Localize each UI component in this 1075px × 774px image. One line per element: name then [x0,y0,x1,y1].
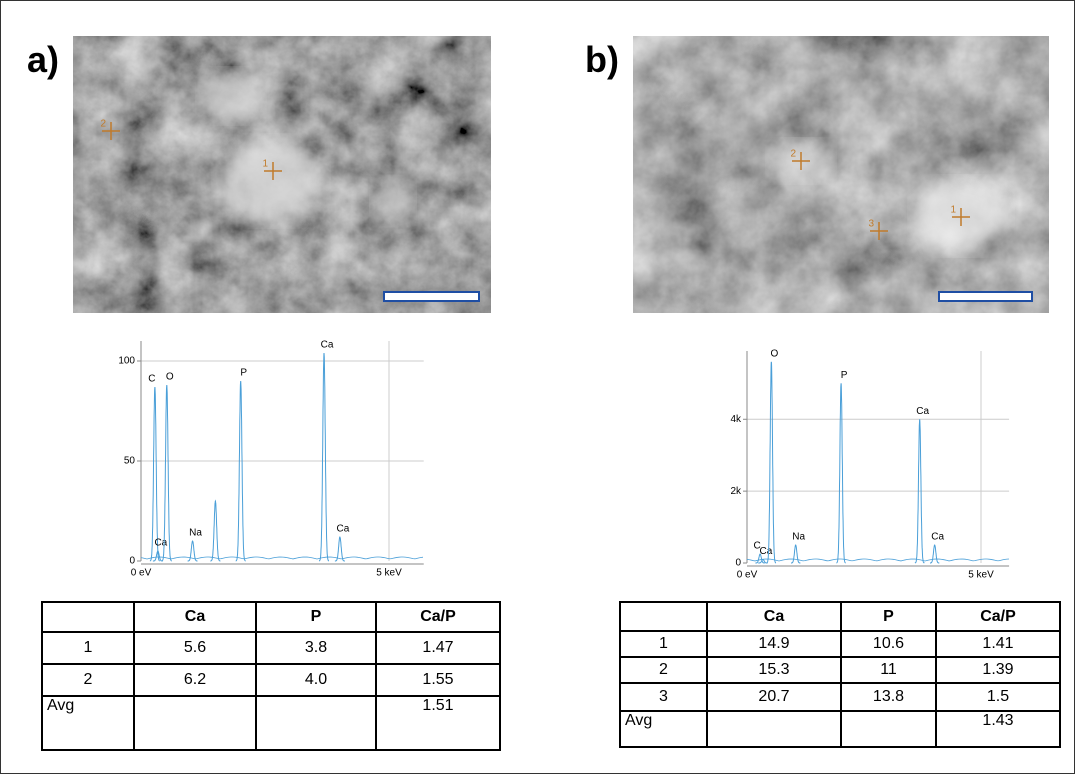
peak-label: Ca [336,524,349,535]
spectrum-peak [766,361,777,564]
x-tick-label: 0 eV [737,570,758,581]
spectrum-peak [152,550,163,562]
peak-label: O [166,372,174,383]
peak-label: P [841,370,848,381]
table-cell: 11 [840,656,937,684]
table-cell [133,695,257,751]
marker-label: 1 [262,159,268,170]
x-tick-label: 0 eV [131,568,152,579]
header-cell: Ca [133,601,257,633]
marker-label: 2 [790,149,796,160]
table-cell: 15.3 [706,656,842,684]
spectrum-peak [758,558,768,564]
table-cell: 10.6 [840,630,937,658]
table-cell: 20.7 [706,682,842,712]
y-tick-label: 0 [735,558,741,569]
table-cell: 2 [41,663,135,697]
x-tick-label: 5 keV [968,570,994,581]
header-cell: P [255,601,377,633]
table-cell: 1 [41,631,135,665]
peak-label: O [770,348,778,359]
peak-label: Na [792,532,805,543]
table-cell [706,710,842,748]
spectrum-peak [235,380,246,562]
spectrum-peak [334,536,345,562]
header-cell [41,601,135,633]
header-cell: Ca/P [375,601,501,633]
peak-label: Ca [916,406,929,417]
y-tick-label: 4k [730,414,742,425]
header-cell: Ca/P [935,601,1061,632]
spectrum-peak [149,386,160,562]
peak-label: C [148,374,155,385]
y-tick-label: 0 [129,556,135,567]
marker-label: 2 [100,119,106,130]
table-cell: 13.8 [840,682,937,712]
table-cell: 1.55 [375,663,501,697]
x-tick-label: 5 keV [376,568,402,579]
spectrum-baseline [140,556,424,560]
y-tick-label: 50 [124,456,136,467]
results-table: Ca P Ca/P 1 5.6 3.8 1.47 2 6.2 4.0 1.55 Avg 1.51 [41,601,501,751]
spectrum-peak [318,352,330,562]
header-cell: P [840,601,937,632]
table-cell: 1 [619,630,708,658]
table-cell: 2 [619,656,708,684]
table-cell: 1.41 [935,630,1061,658]
table-cell: 1.51 [375,695,501,751]
table-cell [840,710,937,748]
y-tick-label: 2k [730,486,742,497]
peak-label: Ca [931,532,944,543]
table-cell: 1.47 [375,631,501,665]
table-cell: 4.0 [255,663,377,697]
sem-image [633,36,1049,313]
peak-label: P [240,368,247,379]
table-cell: 1.39 [935,656,1061,684]
sem-image [73,36,491,313]
panel-label: b) [585,39,619,80]
header-cell: Ca [706,601,842,632]
spectrum-peak [836,383,846,564]
table-cell: Avg [41,695,135,751]
spectrum-peak [161,384,172,562]
peak-label: Na [189,528,202,539]
table-cell: 1.43 [935,710,1061,748]
peak-label: C [753,541,760,552]
header-cell [619,601,708,632]
y-tick-label: 100 [118,356,135,367]
spectrum-peak [210,499,221,562]
results-table: Ca P Ca/P 1 14.9 10.6 1.41 2 15.3 11 1.39 3 20.7 13.8… [619,601,1061,748]
spectrum-peak [755,553,765,564]
panel-label: a) [27,39,60,80]
peak-label: Ca [321,340,334,351]
marker-label: 1 [950,205,956,216]
table-cell: 6.2 [133,663,257,697]
table-cell: Avg [619,710,708,748]
peak-label: Ca [154,538,167,549]
table-cell: 3.8 [255,631,377,665]
spectrum-peak [187,540,198,562]
table-cell: 14.9 [706,630,842,658]
marker-label: 3 [868,219,874,230]
table-cell: 5.6 [133,631,257,665]
peak-label: Ca [760,546,773,557]
spectrum-baseline [746,558,1010,562]
spectrum-peak [791,544,801,564]
table-cell [255,695,377,751]
spectrum-peak [914,419,925,564]
spectrum-peak [930,544,940,564]
table-cell: 3 [619,682,708,712]
table-cell: 1.5 [935,682,1061,712]
